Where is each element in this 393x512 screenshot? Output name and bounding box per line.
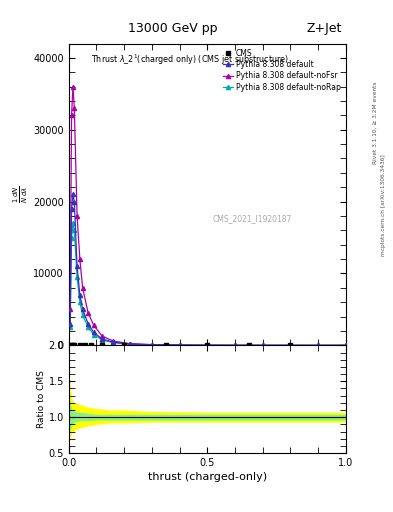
- Text: Rivet 3.1.10, ≥ 3.2M events: Rivet 3.1.10, ≥ 3.2M events: [373, 81, 378, 164]
- Pythia 8.308 default-noRap: [261, 342, 265, 348]
- X-axis label: thrust (charged-only): thrust (charged-only): [148, 472, 267, 482]
- Pythia 8.308 default: [316, 342, 321, 348]
- Pythia 8.308 default-noFsr: [261, 342, 265, 348]
- Pythia 8.308 default: [71, 191, 75, 198]
- Pythia 8.308 default-noRap: [316, 342, 321, 348]
- CMS: [88, 342, 93, 348]
- CMS: [288, 342, 293, 348]
- Pythia 8.308 default: [86, 321, 90, 327]
- Y-axis label: $\frac{1}{N}\frac{dN}{d\lambda}$: $\frac{1}{N}\frac{dN}{d\lambda}$: [12, 185, 30, 203]
- Pythia 8.308 default-noFsr: [91, 322, 96, 328]
- Pythia 8.308 default: [72, 199, 77, 205]
- CMS: [122, 342, 127, 348]
- Pythia 8.308 default-noFsr: [80, 285, 85, 291]
- Pythia 8.308 default-noFsr: [149, 342, 154, 348]
- Pythia 8.308 default-noRap: [111, 339, 116, 346]
- Pythia 8.308 default: [233, 342, 237, 348]
- Text: Z+Jet: Z+Jet: [307, 22, 342, 34]
- Pythia 8.308 default: [205, 342, 210, 348]
- CMS: [77, 342, 82, 348]
- Pythia 8.308 default-noFsr: [71, 83, 75, 90]
- Pythia 8.308 default: [343, 342, 348, 348]
- Pythia 8.308 default-noFsr: [288, 342, 293, 348]
- Pythia 8.308 default-noFsr: [86, 310, 90, 316]
- CMS: [68, 342, 73, 348]
- CMS: [205, 342, 210, 348]
- Pythia 8.308 default-noRap: [100, 337, 105, 343]
- Pythia 8.308 default: [100, 336, 105, 342]
- Pythia 8.308 default-noRap: [71, 220, 75, 226]
- Line: Pythia 8.308 default-noFsr: Pythia 8.308 default-noFsr: [68, 84, 348, 348]
- Pythia 8.308 default-noRap: [69, 234, 74, 241]
- CMS: [72, 342, 77, 348]
- Pythia 8.308 default: [288, 342, 293, 348]
- CMS: [163, 342, 168, 348]
- Pythia 8.308 default-noRap: [205, 342, 210, 348]
- Pythia 8.308 default: [149, 342, 154, 348]
- Pythia 8.308 default: [68, 321, 73, 327]
- Pythia 8.308 default-noRap: [127, 341, 132, 347]
- Pythia 8.308 default-noFsr: [75, 213, 79, 219]
- Pythia 8.308 default-noRap: [77, 299, 82, 305]
- Pythia 8.308 default-noFsr: [100, 333, 105, 339]
- Line: CMS: CMS: [68, 343, 292, 348]
- Pythia 8.308 default-noFsr: [72, 105, 77, 111]
- Legend: CMS, Pythia 8.308 default, Pythia 8.308 default-noFsr, Pythia 8.308 default-noRa: CMS, Pythia 8.308 default, Pythia 8.308 …: [222, 47, 342, 93]
- Text: Thrust $\lambda\_2^1$(charged only) (CMS jet substructure): Thrust $\lambda\_2^1$(charged only) (CMS…: [91, 53, 289, 67]
- CMS: [246, 342, 251, 348]
- Pythia 8.308 default: [127, 341, 132, 347]
- Pythia 8.308 default-noRap: [75, 274, 79, 280]
- Pythia 8.308 default-noRap: [80, 312, 85, 318]
- Pythia 8.308 default-noFsr: [127, 340, 132, 347]
- Pythia 8.308 default-noFsr: [177, 342, 182, 348]
- Text: CMS_2021_I1920187: CMS_2021_I1920187: [213, 214, 292, 223]
- Pythia 8.308 default-noFsr: [69, 112, 74, 118]
- Pythia 8.308 default: [69, 206, 74, 212]
- Pythia 8.308 default: [77, 292, 82, 298]
- Pythia 8.308 default-noFsr: [68, 306, 73, 312]
- Y-axis label: Ratio to CMS: Ratio to CMS: [37, 370, 46, 428]
- CMS: [71, 342, 75, 348]
- Pythia 8.308 default-noRap: [343, 342, 348, 348]
- Line: Pythia 8.308 default: Pythia 8.308 default: [68, 193, 348, 348]
- Pythia 8.308 default-noRap: [288, 342, 293, 348]
- Pythia 8.308 default-noRap: [149, 342, 154, 348]
- Pythia 8.308 default-noRap: [72, 227, 77, 233]
- CMS: [83, 342, 88, 348]
- Pythia 8.308 default-noFsr: [77, 256, 82, 262]
- Pythia 8.308 default-noFsr: [316, 342, 321, 348]
- Pythia 8.308 default: [111, 339, 116, 345]
- Pythia 8.308 default-noRap: [68, 324, 73, 330]
- Pythia 8.308 default-noRap: [91, 331, 96, 337]
- Line: Pythia 8.308 default-noRap: Pythia 8.308 default-noRap: [68, 221, 348, 348]
- Pythia 8.308 default: [177, 342, 182, 348]
- Pythia 8.308 default-noFsr: [233, 342, 237, 348]
- Pythia 8.308 default-noRap: [233, 342, 237, 348]
- Text: mcplots.cern.ch [arXiv:1306.3436]: mcplots.cern.ch [arXiv:1306.3436]: [381, 154, 386, 255]
- Pythia 8.308 default: [261, 342, 265, 348]
- Pythia 8.308 default-noFsr: [111, 338, 116, 344]
- Pythia 8.308 default: [91, 329, 96, 335]
- Text: 13000 GeV pp: 13000 GeV pp: [128, 22, 218, 34]
- CMS: [69, 342, 74, 348]
- Pythia 8.308 default-noRap: [177, 342, 182, 348]
- Pythia 8.308 default-noFsr: [205, 342, 210, 348]
- Pythia 8.308 default-noRap: [86, 324, 90, 330]
- Pythia 8.308 default-noFsr: [343, 342, 348, 348]
- Pythia 8.308 default: [80, 306, 85, 312]
- CMS: [100, 342, 105, 348]
- Pythia 8.308 default: [75, 263, 79, 269]
